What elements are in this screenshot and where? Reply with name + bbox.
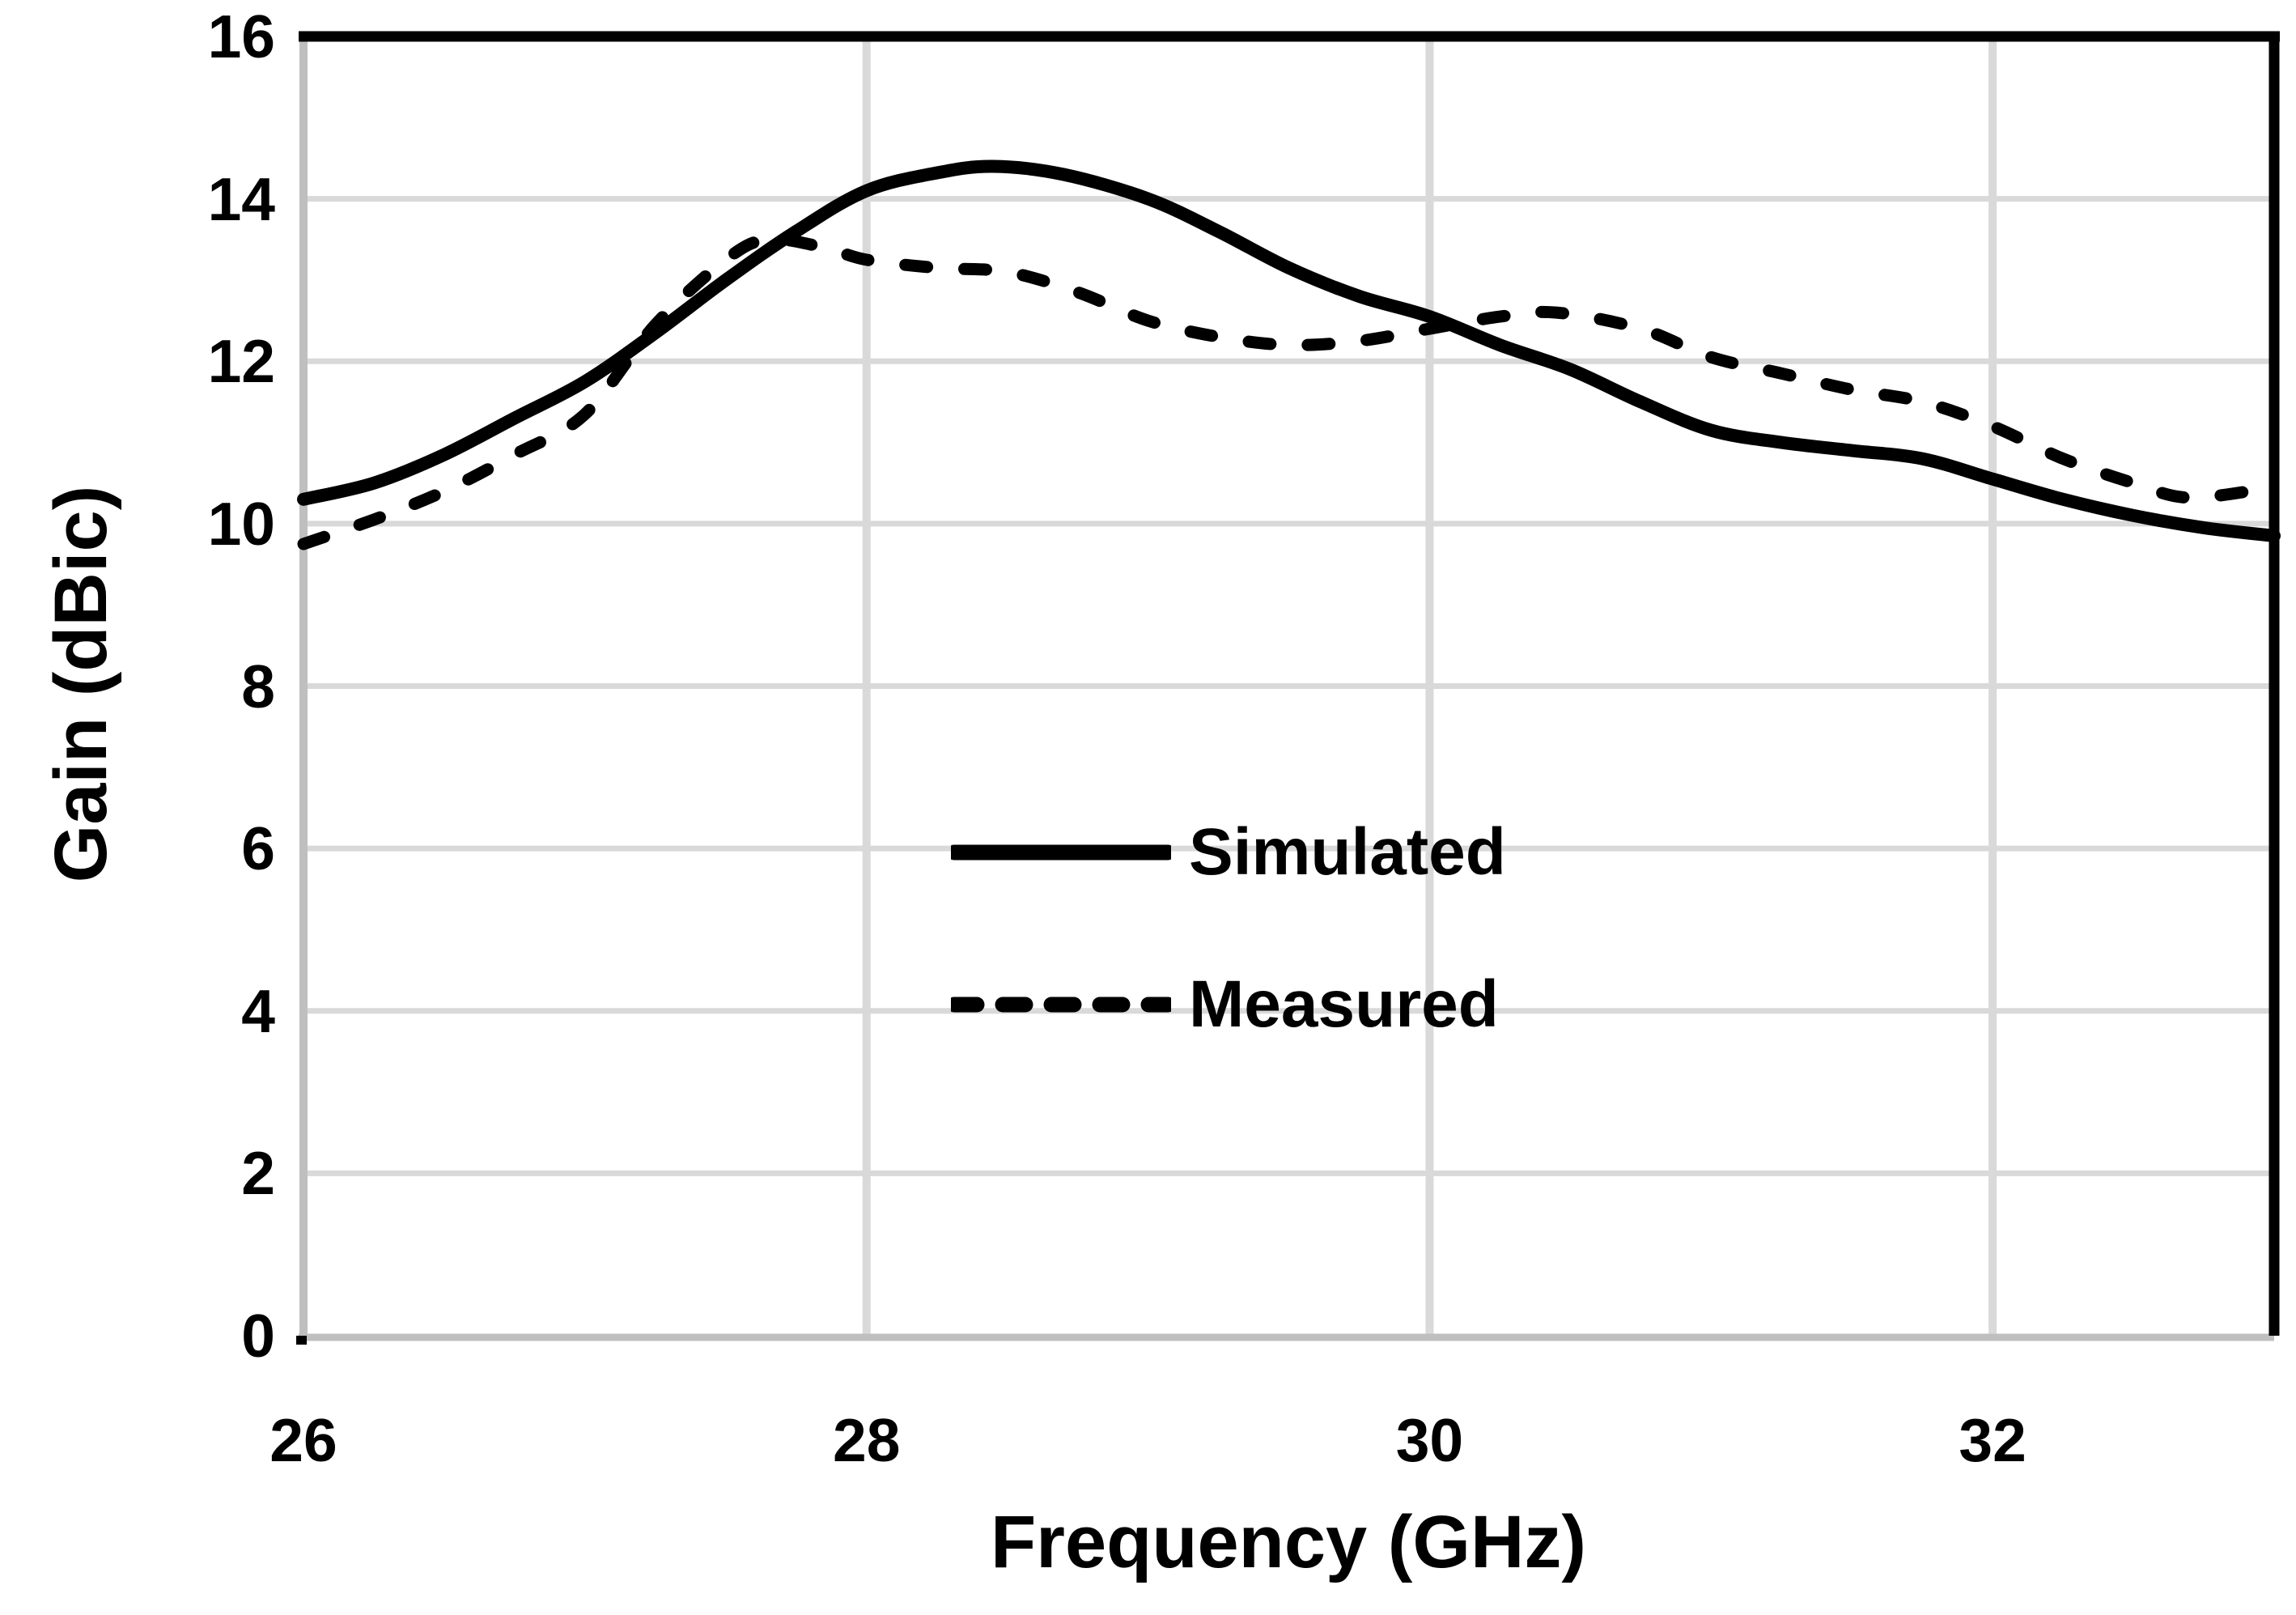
- x-tick-label-28: 28: [832, 1406, 901, 1474]
- y-tick-label-8: 8: [241, 652, 275, 720]
- y-tick-label-4: 4: [241, 976, 275, 1045]
- y-tick-label-10: 10: [207, 489, 275, 558]
- gridlines: [303, 36, 2274, 1336]
- y-tick-label-14: 14: [207, 164, 275, 233]
- axis-lines: [296, 31, 2280, 1345]
- legend-row-simulated: Simulated: [951, 811, 1506, 894]
- legend: Simulated Measured: [951, 811, 1506, 1046]
- y-tick-label-2: 2: [241, 1139, 275, 1208]
- x-tick-label-30: 30: [1395, 1406, 1464, 1474]
- y-tick-label-0: 0: [241, 1302, 275, 1370]
- simulated-curve: [297, 159, 2281, 542]
- y-tick-label-16: 16: [207, 2, 275, 70]
- y-axis-title: Gain (dBic): [40, 485, 122, 883]
- origin-tick: [296, 1336, 307, 1345]
- legend-row-measured: Measured: [951, 963, 1506, 1046]
- measured-line-sample-icon: [951, 997, 1171, 1013]
- y-tick-label-6: 6: [241, 814, 275, 883]
- legend-label-simulated: Simulated: [1189, 815, 1506, 889]
- x-tick-label-32: 32: [1959, 1406, 2027, 1474]
- y-tick-label-12: 12: [207, 327, 275, 396]
- measured-curve: [297, 232, 2281, 550]
- x-tick-label-26: 26: [269, 1406, 337, 1474]
- data-series: [297, 159, 2281, 550]
- x-axis-title: Frequency (GHz): [990, 1501, 1587, 1583]
- legend-label-measured: Measured: [1189, 967, 1499, 1041]
- simulated-line-sample-icon: [951, 844, 1171, 861]
